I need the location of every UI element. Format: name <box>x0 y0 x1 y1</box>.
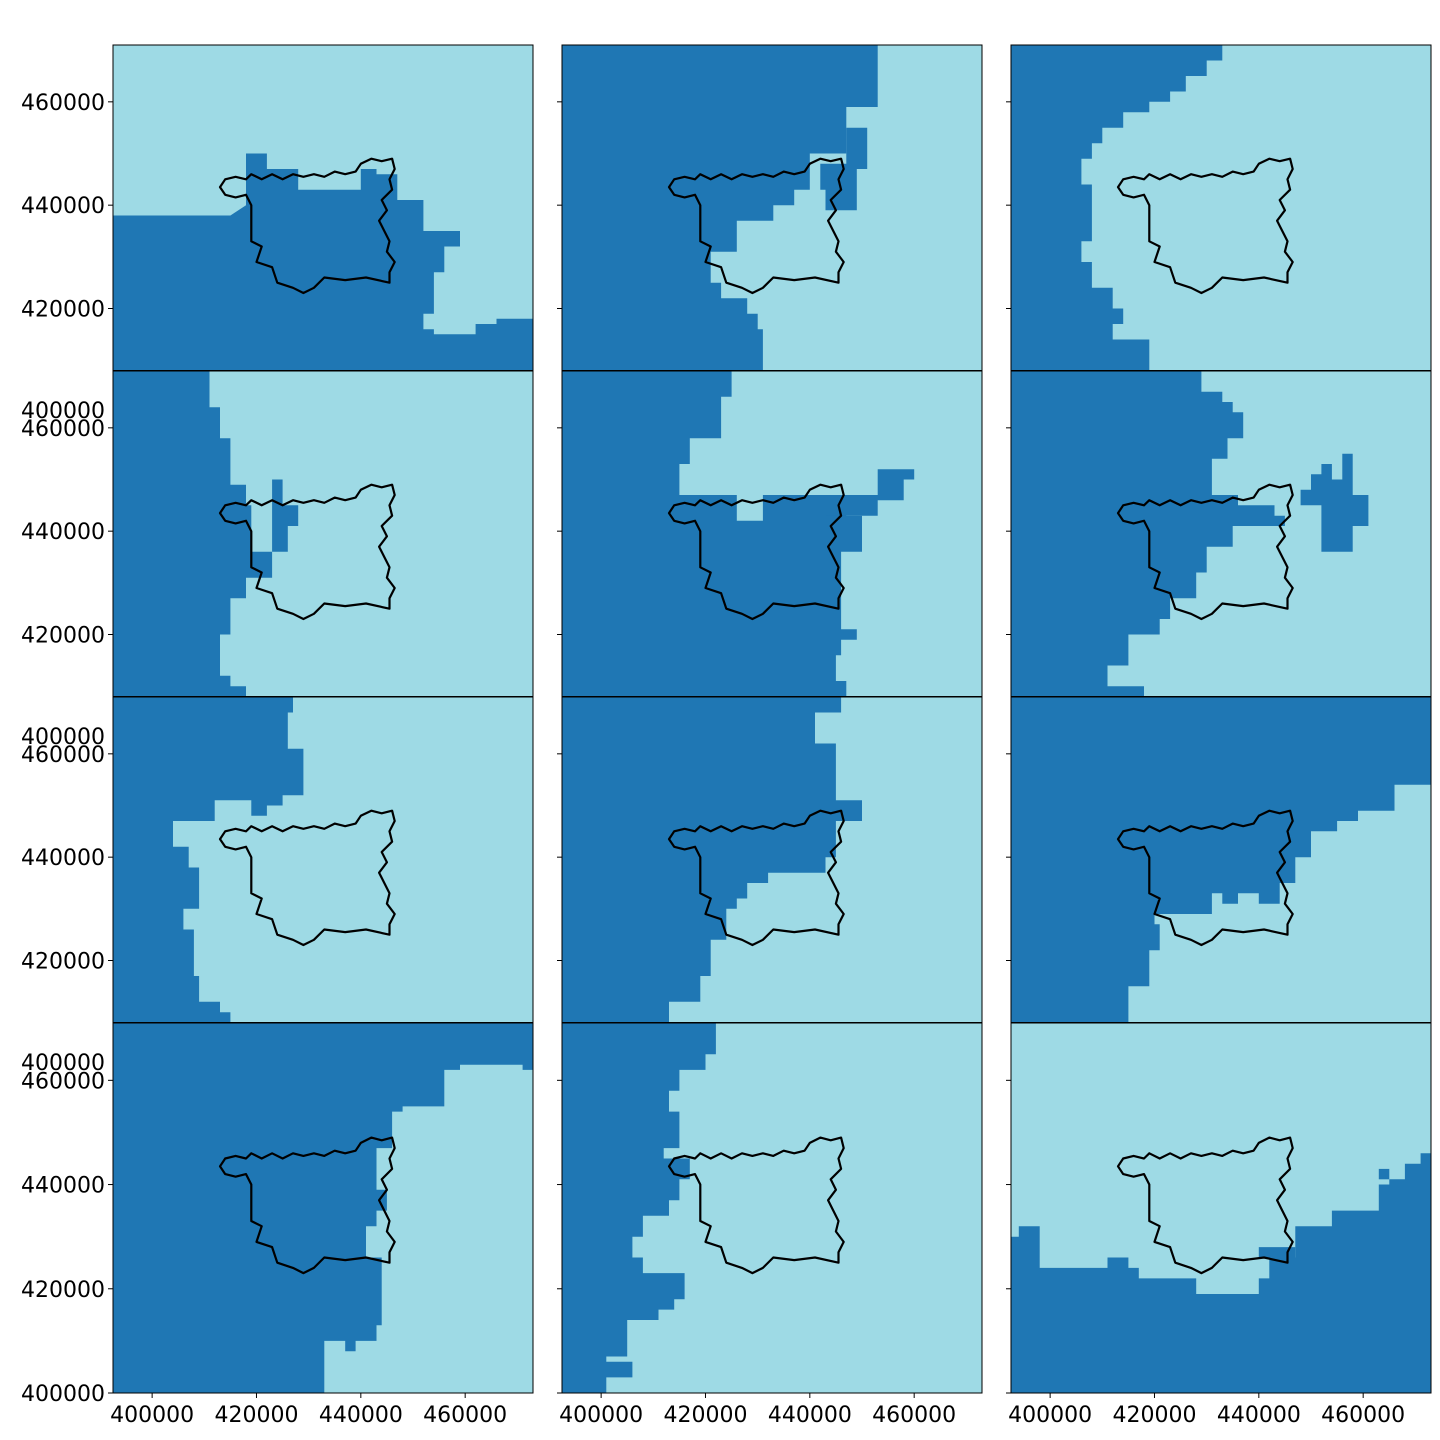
panel-2-boundary-outline <box>667 157 845 295</box>
panel-7-boundary-outline <box>218 809 396 947</box>
panel-1-dark-region-1 <box>113 153 533 371</box>
panel-6-dark-region-1 <box>1011 371 1285 697</box>
panel-6 <box>1010 370 1432 697</box>
panel-10-frame <box>112 1022 534 1394</box>
panels-layer <box>112 44 1432 1394</box>
panel-4-boundary-outline <box>218 483 396 621</box>
panel-7-dark-region-1 <box>113 697 304 1023</box>
panel-10-boundary-outline <box>218 1136 396 1275</box>
panel-5 <box>561 370 983 697</box>
y-tick-label: 440000 <box>21 846 105 871</box>
x-tick-label: 440000 <box>768 1403 852 1428</box>
panel-3 <box>1010 44 1432 371</box>
y-tick-label: 460000 <box>21 743 105 768</box>
x-tick-label: 420000 <box>663 1403 747 1428</box>
panel-11-frame <box>561 1022 983 1394</box>
panel-1 <box>112 44 534 371</box>
y-tick-label: 460000 <box>21 1069 105 1094</box>
panel-7 <box>112 696 534 1023</box>
panel-11-boundary-outline <box>667 1136 845 1275</box>
x-tick-label: 460000 <box>872 1403 956 1428</box>
x-tick-label: 420000 <box>1112 1403 1196 1428</box>
y-tick-label: 440000 <box>21 1174 105 1199</box>
panel-11-dark-region-1 <box>562 1023 716 1393</box>
panel-5-boundary-outline <box>667 483 845 621</box>
y-tick-label: 420000 <box>21 298 105 323</box>
panel-12-frame <box>1010 1022 1432 1394</box>
y-tick-label: 420000 <box>21 1278 105 1303</box>
panel-11 <box>561 1022 983 1394</box>
panel-8-boundary-outline <box>667 809 845 947</box>
axis-ticks-layer: 4200004400004600004200004400004600004000… <box>21 91 1405 1428</box>
panel-6-dark-region-2 <box>1300 453 1369 552</box>
panel-5-dark-region-1 <box>562 371 878 697</box>
panel-12-dark-region-3 <box>1378 1168 1390 1180</box>
y-tick-label: 400000 <box>21 399 105 424</box>
y-tick-label: 460000 <box>21 417 105 442</box>
panel-4-dark-region-1 <box>113 371 299 697</box>
y-tick-label: 460000 <box>21 91 105 116</box>
panel-2 <box>561 44 983 371</box>
panel-1-boundary-outline <box>218 157 396 295</box>
x-tick-label: 420000 <box>214 1403 298 1428</box>
panel-10 <box>112 1022 534 1394</box>
x-tick-label: 400000 <box>1008 1403 1092 1428</box>
x-tick-label: 460000 <box>423 1403 507 1428</box>
y-tick-label: 400000 <box>21 1382 105 1407</box>
panel-3-dark-region-1 <box>1011 45 1223 371</box>
panel-8 <box>561 696 983 1023</box>
panel-8-dark-region-1 <box>562 697 862 1023</box>
panel-10-dark-region-1 <box>113 1023 533 1393</box>
panel-12 <box>1010 1022 1432 1394</box>
panel-9-boundary-outline <box>1116 809 1294 947</box>
panel-9 <box>1010 696 1432 1023</box>
y-tick-label: 400000 <box>21 725 105 750</box>
panel-5-dark-region-2 <box>825 469 915 516</box>
x-tick-label: 400000 <box>559 1403 643 1428</box>
x-tick-label: 460000 <box>1321 1403 1405 1428</box>
panel-9-dark-region-1 <box>1011 697 1431 1023</box>
x-tick-label: 440000 <box>1217 1403 1301 1428</box>
panel-2-dark-region-1 <box>562 45 878 371</box>
y-tick-label: 440000 <box>21 194 105 219</box>
panel-12-dark-region-1 <box>1011 1153 1431 1393</box>
panel-6-boundary-outline <box>1116 483 1294 621</box>
y-tick-label: 420000 <box>21 950 105 975</box>
x-tick-label: 400000 <box>110 1403 194 1428</box>
y-tick-label: 400000 <box>21 1051 105 1076</box>
panel-3-boundary-outline <box>1116 157 1294 295</box>
panel-4 <box>112 370 534 697</box>
y-tick-label: 440000 <box>21 520 105 545</box>
x-tick-label: 440000 <box>319 1403 403 1428</box>
panel-12-dark-region-2 <box>1258 1247 1296 1258</box>
y-tick-label: 420000 <box>21 624 105 649</box>
panel-12-boundary-outline <box>1116 1136 1294 1275</box>
